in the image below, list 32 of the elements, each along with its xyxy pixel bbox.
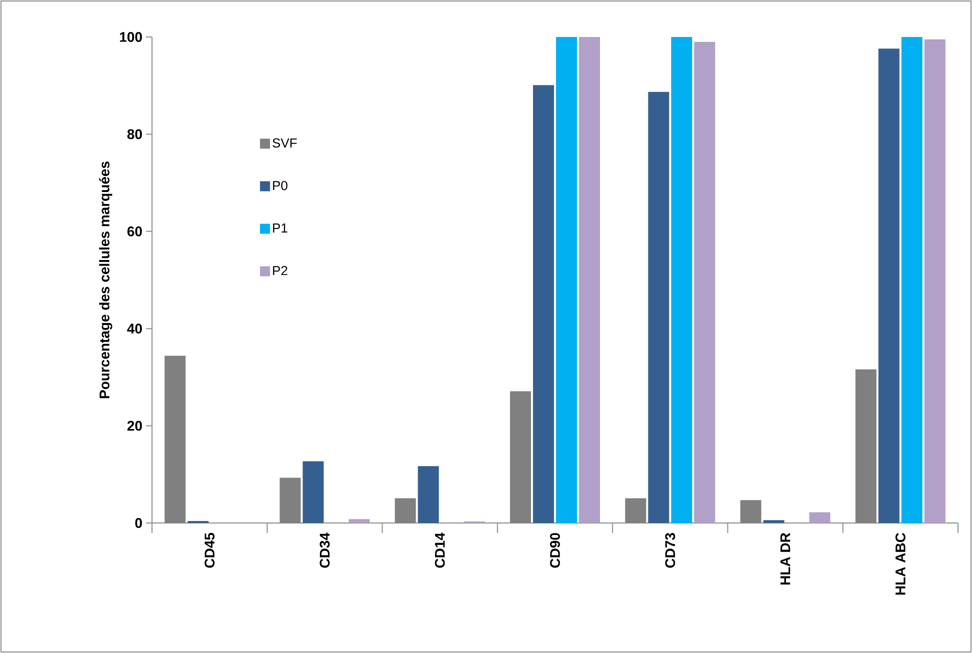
bar: [809, 512, 830, 523]
x-tick-label: HLA DR: [780, 532, 790, 584]
bar: [901, 36, 922, 523]
x-tick-label: HLA ABC: [895, 532, 906, 595]
y-tick-label: 80: [127, 129, 142, 140]
x-tick-label: CD90: [550, 533, 560, 568]
legend-label: P0: [273, 180, 288, 190]
y-tick-label: 0: [135, 518, 142, 528]
bar: [763, 520, 784, 523]
y-tick-label: 40: [127, 324, 142, 334]
bar: [302, 461, 324, 523]
y-axis-title: Pourcentage des cellules marquées: [99, 162, 112, 398]
legend-label: P2: [273, 266, 288, 276]
y-tick-label: 20: [127, 420, 142, 431]
x-tick-label: CD45: [204, 532, 215, 568]
x-tick-label: CD34: [320, 532, 330, 568]
x-tick-label: CD73: [665, 533, 676, 568]
y-tick-label: 60: [127, 226, 142, 236]
bar: [556, 36, 578, 523]
bar: [671, 36, 692, 523]
bar: [924, 39, 946, 523]
x-tick-label: CD14: [434, 532, 445, 568]
bar: [348, 519, 370, 523]
y-tick-label: 100: [120, 32, 142, 42]
legend-label: SVF: [272, 138, 297, 148]
bar: [533, 85, 554, 523]
bar: [579, 36, 600, 523]
legend-label: P1: [273, 224, 288, 232]
bar: [694, 42, 716, 523]
bar: [878, 48, 900, 523]
bar: [418, 466, 439, 523]
bar: [648, 92, 670, 523]
